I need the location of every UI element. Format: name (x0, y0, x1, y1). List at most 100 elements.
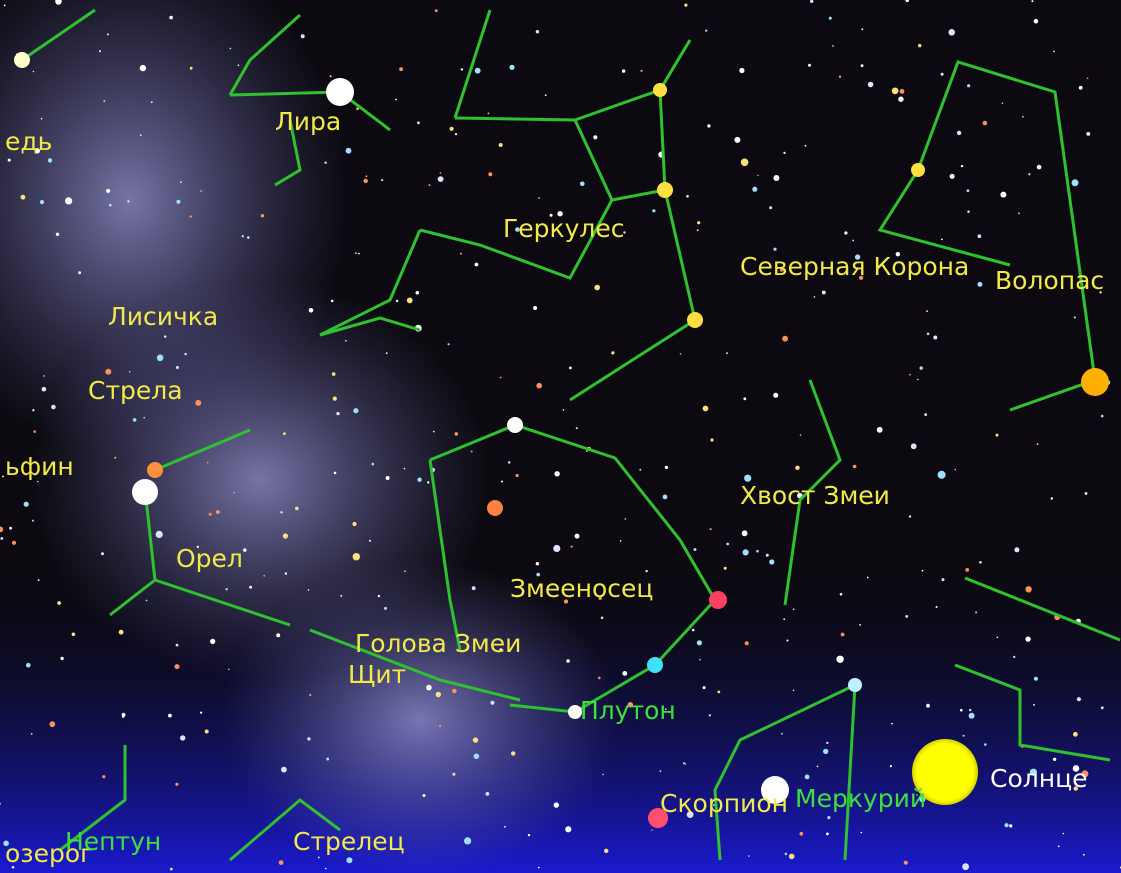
star (1081, 368, 1109, 396)
star (795, 466, 799, 470)
star (1058, 845, 1060, 847)
star (428, 184, 430, 186)
star (1034, 19, 1039, 24)
star (439, 725, 441, 727)
constellation-label: едь (5, 127, 52, 156)
star (861, 64, 864, 67)
star (205, 730, 209, 734)
star (164, 335, 166, 337)
star (460, 253, 462, 255)
star (426, 685, 432, 691)
star (586, 450, 588, 452)
star (176, 366, 179, 369)
star (687, 312, 703, 328)
star (261, 214, 264, 217)
star (472, 586, 476, 590)
star (565, 826, 571, 832)
star (200, 712, 202, 714)
star (868, 82, 874, 88)
star (1028, 173, 1030, 175)
star (684, 4, 687, 7)
star (114, 457, 116, 459)
star (473, 737, 478, 742)
star (2, 476, 4, 478)
star (957, 131, 961, 135)
star (490, 701, 494, 705)
star (511, 751, 515, 755)
constellation-label: Хвост Змеи (740, 481, 890, 510)
star (129, 371, 131, 373)
star (979, 561, 982, 564)
constellation-label: Лира (275, 107, 341, 136)
star (898, 97, 903, 102)
star (366, 175, 368, 177)
star (663, 495, 668, 500)
star (967, 84, 970, 87)
star (625, 518, 627, 520)
star (309, 694, 311, 696)
star (1053, 758, 1056, 761)
star (799, 832, 803, 836)
star (190, 67, 193, 70)
star (647, 657, 663, 673)
star (407, 298, 413, 304)
star (122, 713, 126, 717)
star (805, 775, 810, 780)
star (905, 615, 908, 618)
planet-label: Меркурий (795, 784, 926, 813)
star (156, 531, 163, 538)
star (509, 65, 514, 70)
star (1014, 547, 1019, 552)
star (1083, 854, 1085, 856)
star (890, 765, 892, 767)
star (793, 609, 795, 611)
star (938, 471, 946, 479)
star (40, 200, 44, 204)
star (694, 548, 697, 551)
star (726, 352, 728, 354)
star (785, 853, 788, 856)
star (1063, 833, 1065, 835)
star (283, 432, 286, 435)
star (48, 158, 52, 162)
star (900, 89, 905, 94)
star (176, 200, 180, 204)
star (1009, 824, 1012, 827)
star (395, 99, 397, 101)
star (474, 754, 480, 760)
star (386, 476, 390, 480)
star (926, 704, 930, 708)
star (233, 492, 235, 494)
star (536, 383, 542, 389)
star (355, 252, 357, 254)
star (823, 749, 828, 754)
star (488, 172, 492, 176)
constellation-label: Волопас (995, 266, 1104, 295)
star (571, 546, 573, 548)
star (743, 397, 746, 400)
star (119, 630, 124, 635)
star (146, 600, 148, 602)
star (57, 601, 61, 605)
star (358, 253, 360, 255)
star (709, 591, 727, 609)
star (911, 443, 917, 449)
star (766, 554, 769, 557)
star (452, 689, 457, 694)
star (703, 686, 706, 689)
star (563, 409, 565, 411)
star (710, 528, 712, 530)
star (800, 434, 802, 436)
star (909, 515, 911, 517)
star (455, 133, 457, 135)
star (1087, 78, 1089, 80)
star (781, 733, 783, 735)
star (822, 291, 826, 295)
star (336, 412, 339, 415)
milky-way (220, 560, 620, 873)
star (455, 432, 459, 436)
star (707, 124, 710, 127)
star (404, 468, 406, 470)
star (742, 530, 748, 536)
star (1033, 704, 1035, 706)
